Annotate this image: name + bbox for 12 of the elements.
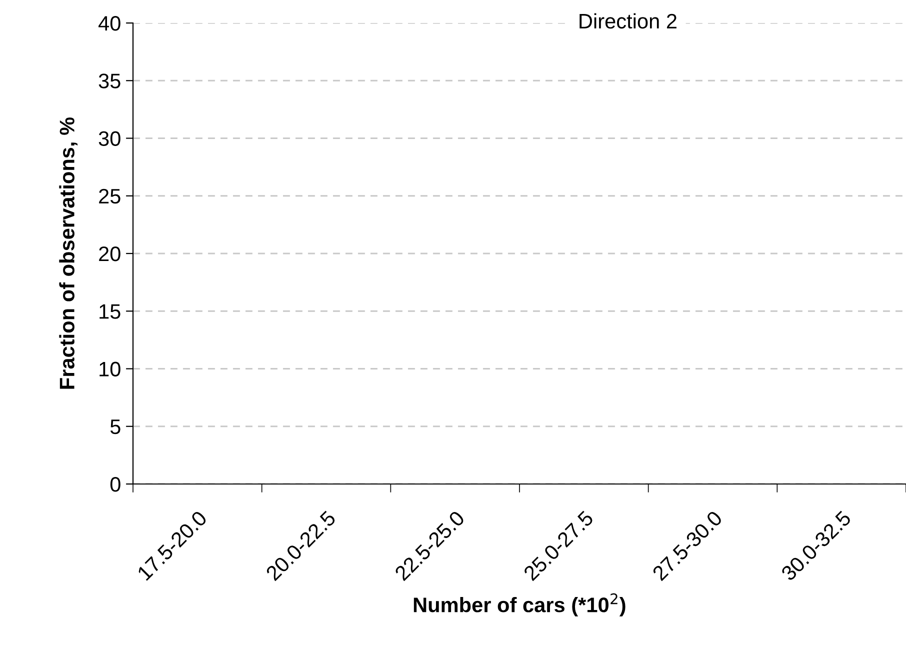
y-tick-label: 0: [110, 477, 120, 492]
y-tick-label: 25: [99, 188, 120, 204]
y-tick-label: 5: [110, 420, 120, 434]
y-tick-label: 15: [100, 304, 120, 319]
y-tick-label: 35: [98, 74, 120, 88]
x-axis-title: Number of cars (*10$^{2}$): [414, 593, 626, 616]
y-tick-label: 10: [100, 362, 120, 377]
y-tick-label: 30: [98, 131, 120, 146]
y-axis-title: Fraction of observations, %: [59, 117, 78, 389]
y-tick-label: 40: [98, 16, 120, 31]
chart-title: Direction 2: [580, 13, 676, 29]
y-tick-label: 20: [99, 246, 120, 262]
